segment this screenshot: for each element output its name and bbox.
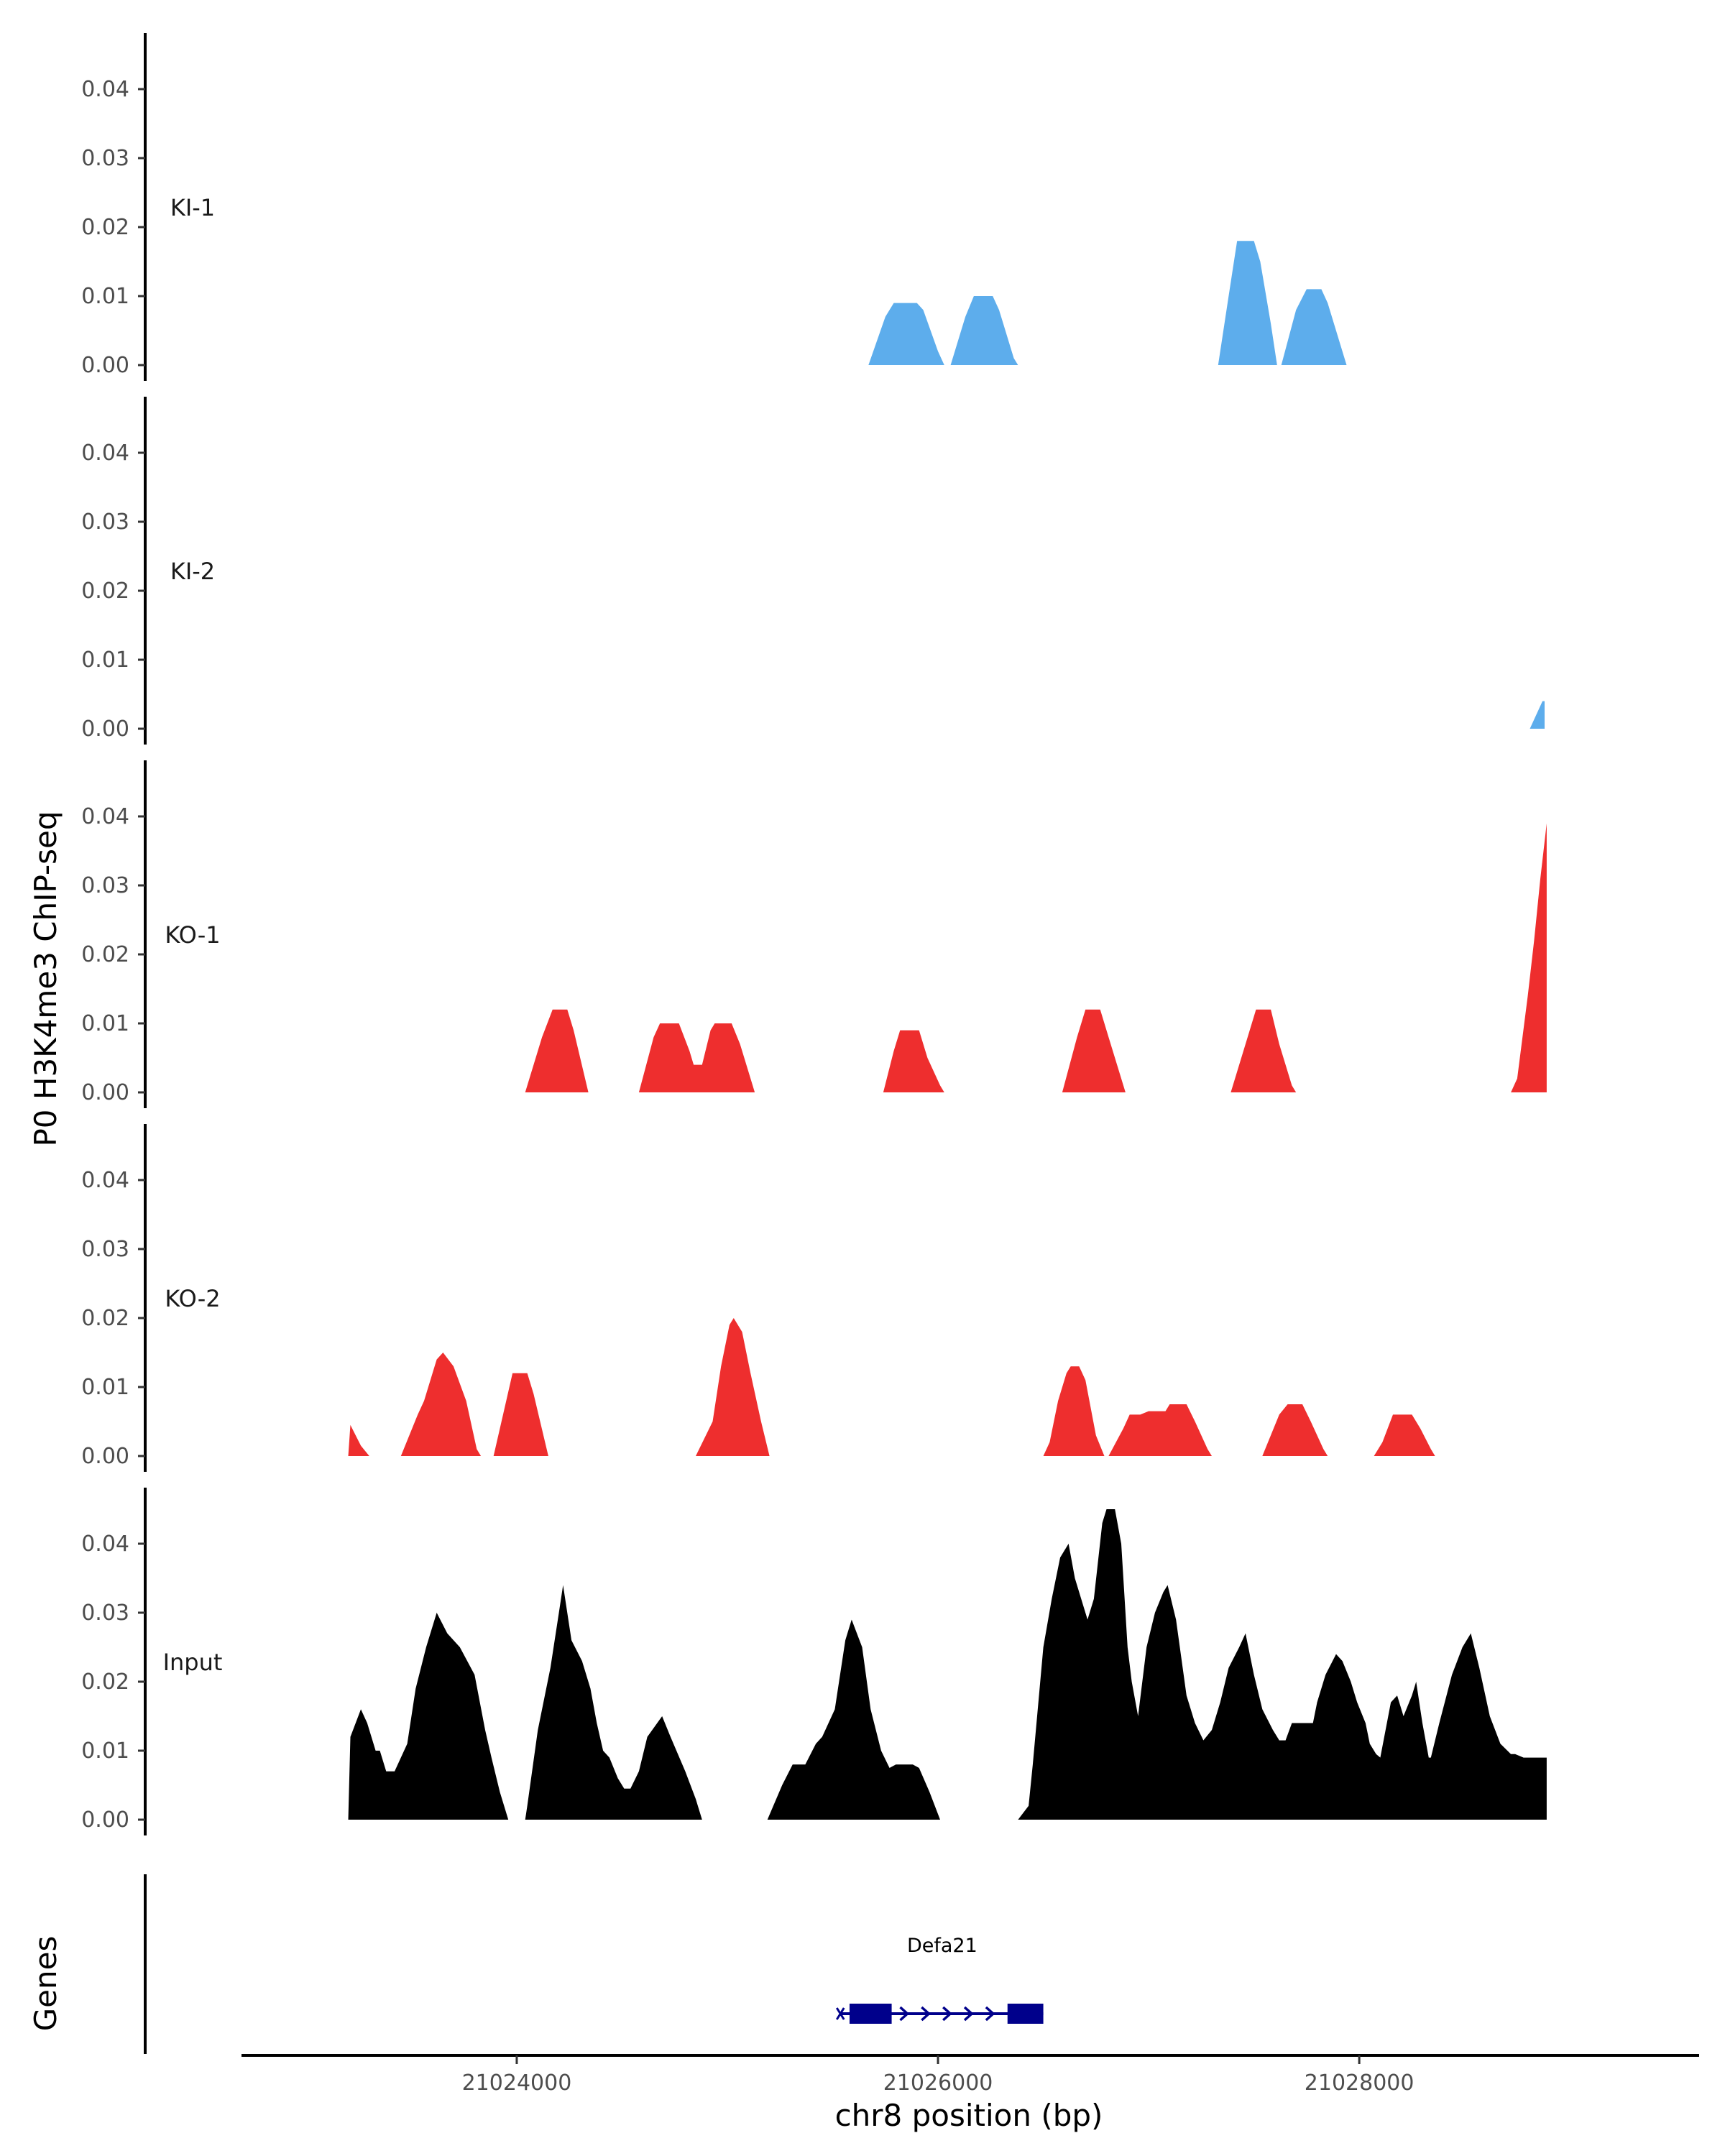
signal-area	[1281, 289, 1347, 365]
track-label: KO-2	[165, 1285, 220, 1312]
y-tick-label: 0.02	[81, 1669, 129, 1695]
y-tick-label: 0.01	[81, 284, 129, 309]
track-ki-1: 0.00 0.01 0.02 0.03 0.04 KI-1	[81, 33, 1347, 381]
gene-exon	[849, 2004, 892, 2024]
strand-arrow	[942, 2006, 952, 2022]
strand-arrow	[963, 2006, 974, 2022]
gene-exon	[1007, 2004, 1044, 2024]
y-tick-label: 0.01	[81, 648, 129, 673]
signal-area	[950, 296, 1018, 365]
gene-label: Defa21	[907, 1935, 978, 1957]
y-tick-label: 0.02	[81, 579, 129, 604]
signal-area	[767, 1619, 940, 1820]
y-tick-label: 0.04	[81, 804, 129, 829]
signal-area	[868, 303, 944, 365]
tracks-layer: 0.00 0.01 0.02 0.03 0.04 KI-1 0.00 0.01 0.02 0.03…	[81, 33, 1547, 1835]
x-axis-title: chr8 position (bp)	[835, 2098, 1103, 2133]
y-tick-label: 0.03	[81, 146, 129, 171]
signal-area	[493, 1373, 548, 1456]
y-tick-label: 0.00	[81, 1444, 129, 1469]
track-label: KI-2	[170, 558, 215, 585]
y-tick-label: 0.00	[81, 1080, 129, 1105]
y-axis-title: P0 H3K4me3 ChIP-seq	[28, 811, 63, 1146]
track-input: 0.00 0.01 0.02 0.03 0.04 Input	[81, 1488, 1547, 1835]
signal-area	[348, 1424, 369, 1456]
y-tick-label: 0.01	[81, 1375, 129, 1400]
genes-layer: Defa21	[144, 1874, 1044, 2054]
signal-area	[1108, 1404, 1212, 1456]
genes-axis-title: Genes	[28, 1936, 63, 2032]
signal-area	[1218, 241, 1277, 365]
y-tick-label: 0.00	[81, 717, 129, 742]
signal-area	[1262, 1404, 1328, 1456]
strand-arrow	[899, 2006, 910, 2022]
track-label: KI-1	[170, 194, 215, 221]
strand-arrow	[921, 2006, 931, 2022]
track-ko-2: 0.00 0.01 0.02 0.03 0.04 KO-2	[81, 1124, 1435, 1472]
strand-arrow	[985, 2006, 995, 2022]
signal-area	[1230, 1009, 1297, 1092]
y-tick-label: 0.02	[81, 1306, 129, 1331]
signal-area	[696, 1318, 770, 1456]
y-tick-label: 0.03	[81, 1237, 129, 1262]
y-tick-label: 0.03	[81, 873, 129, 898]
x-tick-label: 21028000	[1305, 2070, 1414, 2096]
x-tick-label: 21024000	[462, 2070, 572, 2096]
signal-area	[1511, 823, 1547, 1092]
y-tick-label: 0.04	[81, 77, 129, 102]
signal-area	[1374, 1414, 1435, 1456]
signal-area	[1043, 1366, 1105, 1456]
y-tick-label: 0.04	[81, 1531, 129, 1557]
y-tick-label: 0.03	[81, 1600, 129, 1626]
track-label: KO-1	[165, 921, 220, 949]
y-tick-label: 0.02	[81, 942, 129, 967]
signal-area	[525, 1009, 589, 1092]
signal-area	[525, 1585, 702, 1820]
y-tick-label: 0.01	[81, 1011, 129, 1036]
x-axis: 21024000 21026000 21028000	[242, 2054, 1699, 2096]
y-tick-label: 0.04	[81, 1168, 129, 1193]
signal-area	[400, 1353, 482, 1456]
signal-area	[1062, 1009, 1126, 1092]
y-tick-label: 0.01	[81, 1738, 129, 1764]
x-tick-label: 21026000	[883, 2070, 993, 2096]
signal-area	[883, 1030, 944, 1092]
track-ki-2: 0.00 0.01 0.02 0.03 0.04 KI-2	[81, 397, 1545, 745]
signal-area	[638, 1023, 755, 1092]
signal-area	[1018, 1509, 1547, 1820]
y-tick-label: 0.04	[81, 441, 129, 466]
gene-start-mark	[835, 2007, 845, 2020]
y-tick-label: 0.00	[81, 1807, 129, 1833]
signal-area	[1530, 701, 1545, 729]
signal-area	[348, 1613, 509, 1820]
track-label: Input	[163, 1649, 223, 1676]
y-tick-label: 0.03	[81, 510, 129, 535]
track-ko-1: 0.00 0.01 0.02 0.03 0.04 KO-1	[81, 760, 1547, 1108]
y-tick-label: 0.00	[81, 353, 129, 378]
y-tick-label: 0.02	[81, 215, 129, 240]
